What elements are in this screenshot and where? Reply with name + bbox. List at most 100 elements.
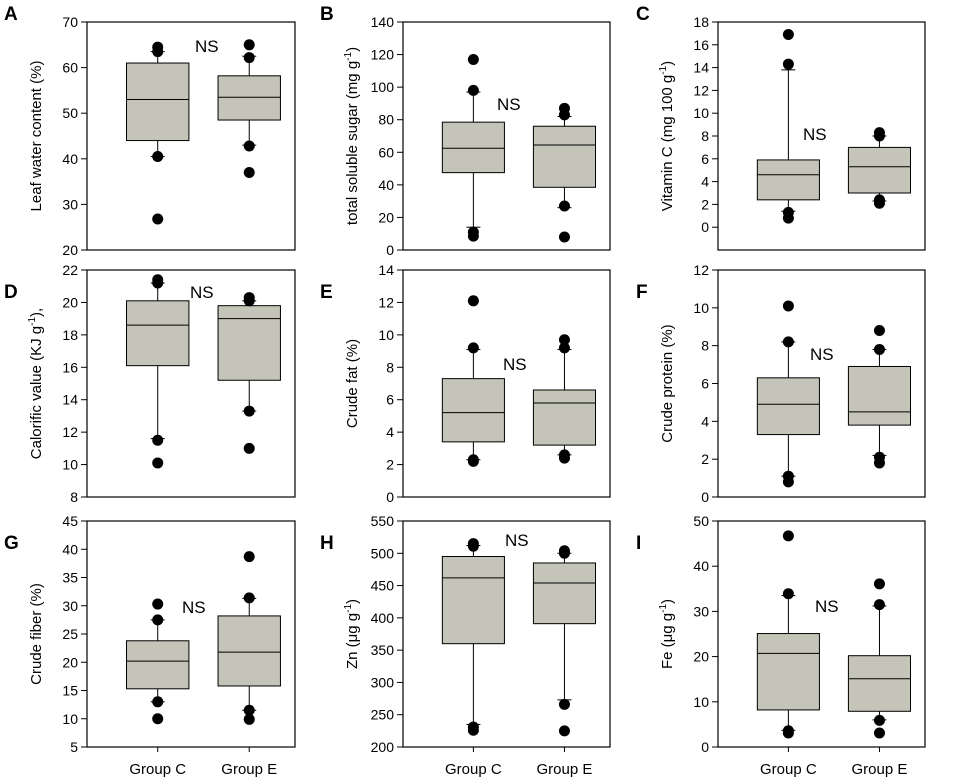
y-tick-label: 14: [378, 262, 394, 278]
box-e-group-e: [532, 334, 597, 464]
outlier-point: [558, 109, 570, 121]
panel-d: D 8 10 12 14 16 18 20 22 Calorific value (KJ g-1)…: [4, 262, 296, 505]
panel-letter-c: C: [636, 4, 650, 25]
outlier-point: [152, 696, 164, 708]
y-tick-label: 550: [371, 513, 395, 529]
box-i-group-e: [847, 578, 912, 739]
box-d-group-c: [126, 274, 190, 469]
plot-frame-a: [86, 21, 296, 251]
box-g-group-e: [217, 551, 281, 725]
outlier-point: [152, 277, 164, 289]
iqr-box: [847, 146, 912, 194]
iqr-box: [217, 615, 281, 687]
box-a-group-e: [217, 39, 281, 178]
panel-h: H 200 250 300 350 400 450 500 550 Zn (μg g-1) Grou…: [320, 513, 611, 778]
ns-annotation: NS: [810, 345, 834, 364]
y-tick-label: 10: [693, 694, 709, 710]
panel-c: C 0 2 4 6 8 10 12 14 16 18 Vitamin C (mg 100 g-1) NS: [636, 4, 926, 251]
y-tick-label: 8: [701, 338, 709, 354]
y-axis-label: Leaf water content (%): [28, 61, 45, 212]
x-category-label: Group E: [852, 761, 908, 778]
y-axis-label: Zn (μg g-1): [343, 599, 361, 669]
outlier-point: [243, 442, 255, 454]
plot-frame-d: [86, 269, 296, 498]
y-tick-label: 2: [701, 196, 709, 212]
y-tick-label: 22: [62, 262, 78, 278]
y-tick-label: 20: [693, 649, 709, 665]
outlier-point: [467, 455, 479, 467]
x-category-label: Group C: [760, 761, 817, 778]
outlier-point: [243, 39, 255, 51]
y-tick-label: 10: [62, 711, 78, 727]
y-axis-label: Crude fat (%): [344, 339, 361, 428]
outlier-point: [558, 334, 570, 346]
y-axis-label: Vitamin C (mg 100 g-1): [658, 61, 676, 211]
plot-frame-h: [402, 520, 611, 748]
panel-letter-h: H: [320, 533, 334, 554]
outlier-point: [152, 434, 164, 446]
y-tick-label: 45: [62, 513, 78, 529]
panel-letter-e: E: [320, 282, 333, 303]
outlier-point: [467, 230, 479, 242]
y-tick-label: 0: [701, 219, 709, 235]
iqr-box: [847, 655, 912, 712]
outlier-point: [558, 452, 570, 464]
iqr-box: [847, 365, 912, 426]
y-tick-label: 50: [693, 513, 709, 529]
y-tick-label: 200: [371, 739, 395, 755]
iqr-box: [532, 389, 597, 446]
outlier-point: [873, 197, 885, 209]
y-tick-label: 250: [371, 707, 395, 723]
outlier-point: [243, 140, 255, 152]
box-g-group-c: [126, 598, 190, 725]
y-tick-label: 5: [70, 739, 78, 755]
outlier-point: [243, 52, 255, 64]
ns-annotation: NS: [503, 355, 527, 374]
outlier-point: [782, 300, 794, 312]
ns-annotation: NS: [195, 37, 219, 56]
ns-annotation: NS: [815, 597, 839, 616]
box-d-group-e: [217, 292, 281, 454]
outlier-point: [558, 547, 570, 559]
y-tick-label: 140: [371, 14, 395, 30]
box-b-group-e: [532, 102, 597, 243]
panel-f: F 0 2 4 6 8 10 12 Crude protein (%) NS: [636, 262, 926, 505]
y-tick-label: 0: [386, 242, 394, 258]
outlier-point: [243, 592, 255, 604]
y-tick-label: 6: [386, 392, 394, 408]
y-tick-label: 60: [62, 60, 78, 76]
box-b-group-c: [441, 53, 505, 242]
y-tick-label: 20: [62, 654, 78, 670]
iqr-box: [126, 640, 190, 690]
y-tick-label: 30: [62, 598, 78, 614]
y-tick-label: 10: [693, 300, 709, 316]
y-tick-label: 40: [378, 177, 394, 193]
panel-b: B 0 20 40 60 80 100 120 140 total soluble sugar (…: [320, 4, 611, 258]
box-f-group-c: [756, 300, 820, 488]
plot-frame-i: [717, 520, 926, 748]
box-f-group-e: [847, 325, 912, 469]
y-tick-label: 4: [386, 424, 394, 440]
outlier-point: [152, 46, 164, 58]
y-tick-label: 8: [70, 489, 78, 505]
y-tick-label: 8: [386, 359, 394, 375]
outlier-point: [152, 598, 164, 610]
iqr-box: [441, 121, 505, 174]
panel-letter-i: I: [636, 533, 641, 554]
outlier-point: [873, 727, 885, 739]
y-tick-label: 350: [371, 642, 395, 658]
outlier-point: [467, 724, 479, 736]
outlier-point: [152, 614, 164, 626]
outlier-point: [873, 457, 885, 469]
iqr-box: [217, 305, 281, 381]
y-tick-label: 15: [62, 683, 78, 699]
outlier-point: [782, 476, 794, 488]
y-tick-label: 20: [62, 294, 78, 310]
y-tick-label: 10: [378, 327, 394, 343]
outlier-point: [782, 530, 794, 542]
iqr-box: [532, 562, 597, 625]
y-tick-label: 20: [378, 209, 394, 225]
outlier-point: [558, 342, 570, 354]
y-tick-label: 12: [62, 424, 78, 440]
